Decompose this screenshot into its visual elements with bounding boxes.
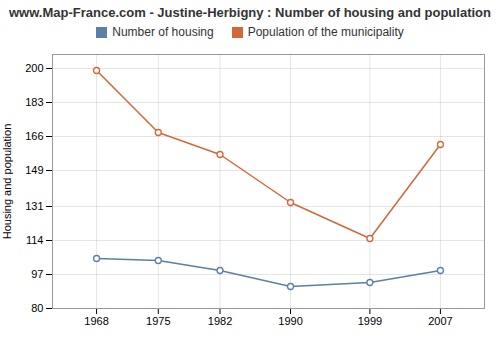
html-text:Number of housing: Number of housing <box>112 25 214 39</box>
html-text:Population of the municipality: Population of the municipality <box>247 25 404 39</box>
svg-text:149: 149 <box>25 164 43 176</box>
svg-text:97: 97 <box>31 268 43 280</box>
svg-text:114: 114 <box>26 234 44 246</box>
svg-text:1999: 1999 <box>358 315 382 327</box>
svg-text:183: 183 <box>25 96 43 108</box>
svg-text:1982: 1982 <box>208 315 232 327</box>
svg-text:131: 131 <box>25 200 43 212</box>
svg-text:1968: 1968 <box>84 315 108 327</box>
svg-text:Housing and population: Housing and population <box>1 124 13 240</box>
svg-text:1990: 1990 <box>278 315 302 327</box>
svg-text:166: 166 <box>25 130 43 142</box>
html-text:www.Map-France.com - Justine-H: www.Map-France.com - Justine-Herbigny : … <box>9 5 491 20</box>
svg-text:1975: 1975 <box>146 315 170 327</box>
svg-text:80: 80 <box>31 302 43 314</box>
svg-text:2007: 2007 <box>428 315 452 327</box>
svg-text:200: 200 <box>25 62 43 74</box>
